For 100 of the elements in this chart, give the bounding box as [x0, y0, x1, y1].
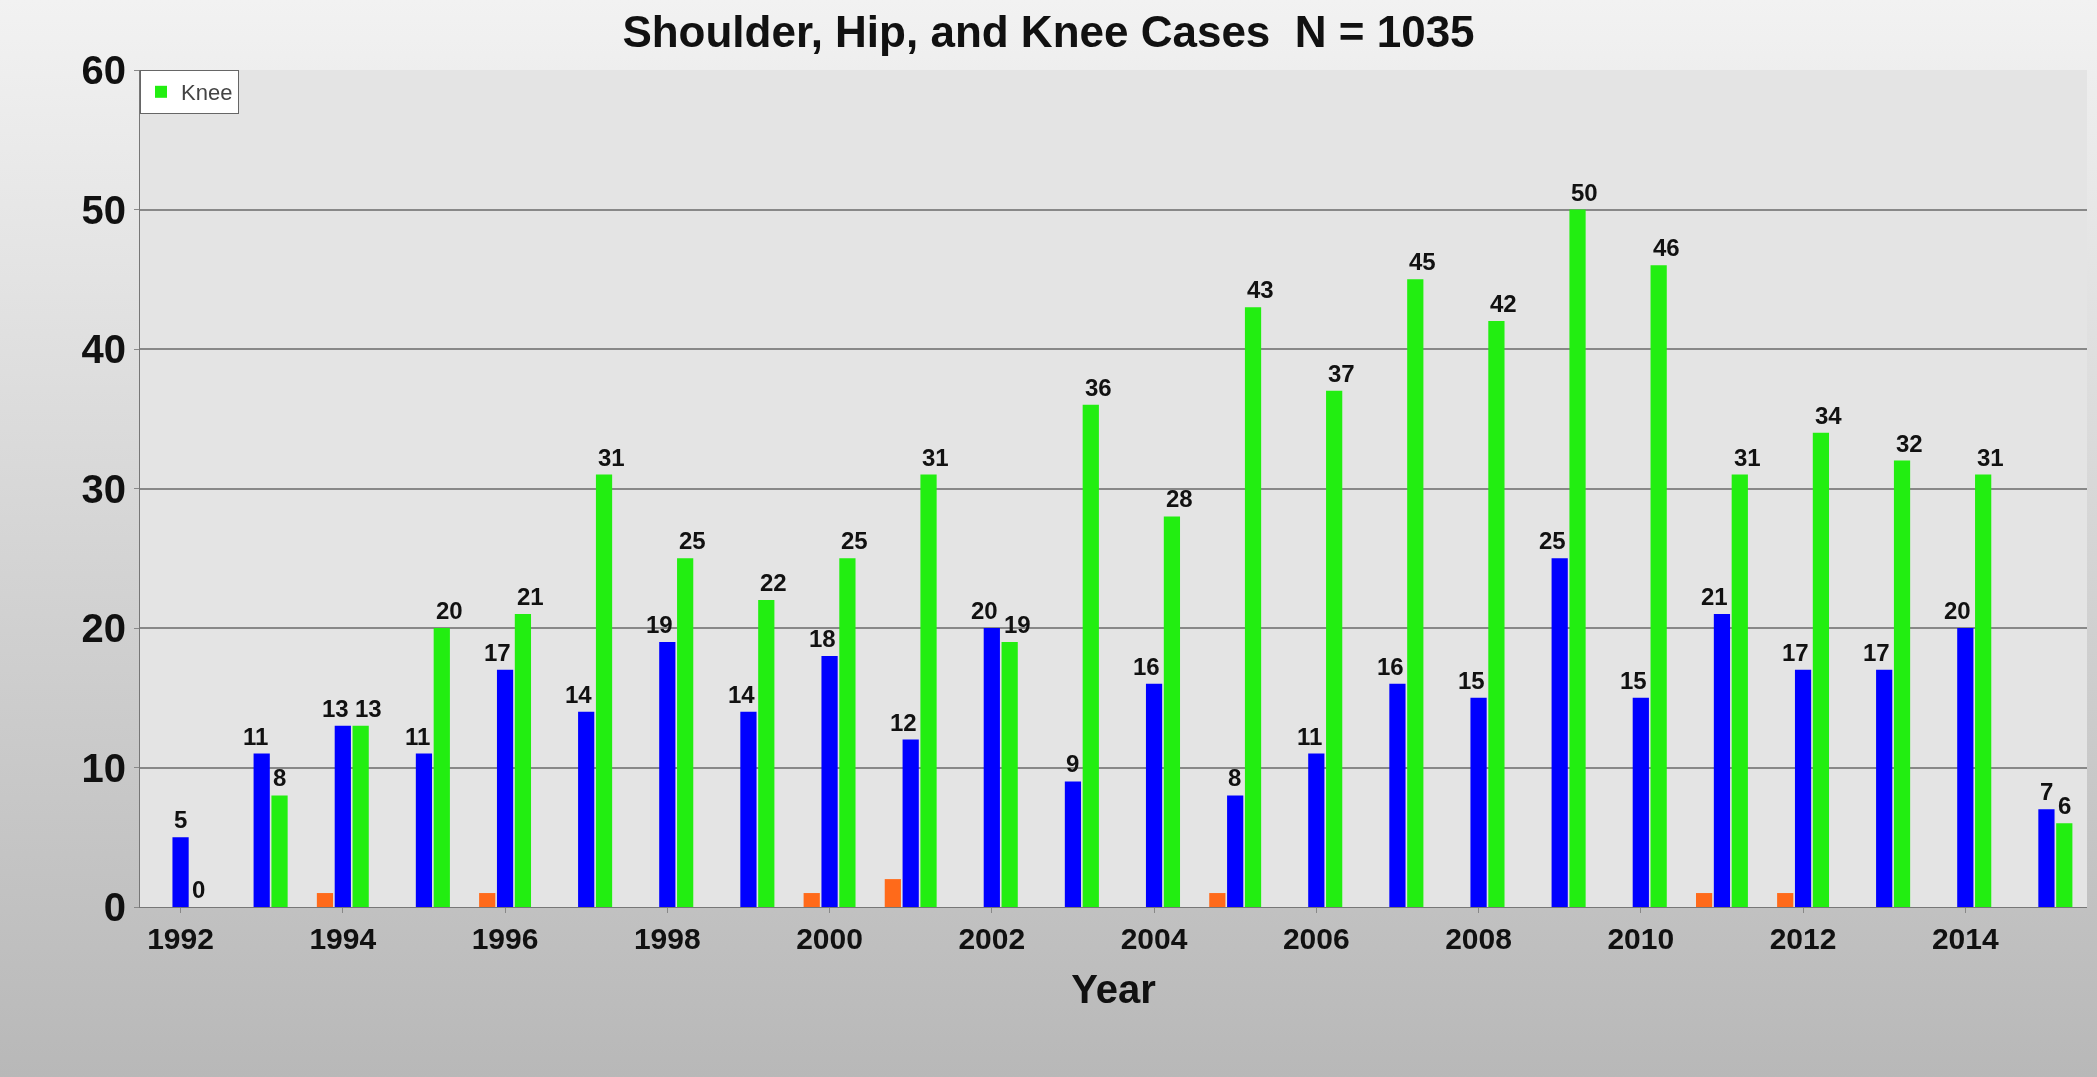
- bar: [920, 474, 937, 907]
- bar: [479, 893, 496, 907]
- bar: [1713, 614, 1731, 907]
- x-tick-label: 1996: [471, 922, 539, 955]
- y-tick-label: 60: [81, 48, 126, 92]
- bar: [1145, 683, 1163, 907]
- y-tick-label: 50: [81, 187, 126, 232]
- y-tick-label: 0: [103, 885, 126, 929]
- bar: [1082, 404, 1099, 907]
- data-label: 31: [922, 444, 949, 471]
- data-label: 11: [243, 723, 269, 750]
- bar: [433, 628, 450, 907]
- bar: [1244, 307, 1262, 907]
- bar: [578, 711, 595, 907]
- bar: [1488, 321, 1505, 907]
- x-tick-label: 2010: [1607, 922, 1675, 955]
- bar: [1650, 265, 1667, 907]
- bar: [2038, 809, 2055, 907]
- x-axis-title: Year: [1071, 966, 1156, 1011]
- bar: [172, 837, 189, 907]
- bar: [514, 614, 532, 907]
- bar: [334, 725, 351, 907]
- y-tick-label: 30: [81, 466, 126, 511]
- data-label: 0: [192, 876, 206, 903]
- bar: [1777, 893, 1794, 907]
- x-tick-label: 2014: [1931, 922, 1999, 955]
- data-label: 12: [890, 709, 917, 736]
- data-label: 20: [1944, 597, 1971, 624]
- bar: [1227, 795, 1244, 907]
- bar: [902, 739, 919, 907]
- data-label: 7: [2040, 778, 2054, 805]
- bar: [1470, 697, 1487, 907]
- bar: [884, 879, 901, 907]
- y-tick-label: 40: [81, 327, 126, 371]
- bar: [1731, 474, 1748, 907]
- data-label: 6: [2058, 792, 2072, 819]
- bar: [1308, 753, 1325, 907]
- data-label: 17: [484, 639, 511, 666]
- data-label: 5: [174, 806, 188, 833]
- data-label: 9: [1066, 750, 1080, 777]
- data-label: 18: [809, 625, 836, 652]
- bar: [595, 474, 613, 907]
- x-tick-label: 1992: [147, 922, 214, 955]
- bar: [659, 641, 676, 907]
- bar: [1064, 781, 1082, 907]
- bar: [1893, 460, 1911, 907]
- bar: [415, 753, 433, 907]
- data-label: 25: [841, 527, 868, 554]
- legend-label: Knee: [181, 80, 233, 106]
- x-tick-label: 1998: [633, 922, 701, 955]
- x-tick-label: 2002: [958, 922, 1026, 955]
- bar: [496, 669, 514, 907]
- data-label: 19: [646, 611, 673, 638]
- data-label: 20: [436, 597, 463, 624]
- data-label: 19: [1004, 611, 1031, 638]
- x-tick-label: 2004: [1120, 922, 1188, 955]
- bar: [1812, 432, 1830, 907]
- data-label: 43: [1247, 276, 1274, 303]
- bar: [839, 558, 856, 907]
- bar: [1326, 390, 1343, 907]
- data-label: 17: [1863, 639, 1890, 666]
- data-label: 32: [1896, 430, 1923, 457]
- data-label: 25: [679, 527, 706, 554]
- bar: [983, 628, 1000, 907]
- chart-title: Shoulder, Hip, and Knee Cases N = 1035: [622, 6, 1475, 56]
- data-label: 46: [1653, 234, 1680, 261]
- bar: [1975, 474, 1992, 907]
- data-label: 37: [1328, 360, 1355, 387]
- data-label: 15: [1458, 667, 1485, 694]
- data-label: 11: [1297, 723, 1323, 750]
- bar: [1876, 669, 1893, 907]
- bar: [758, 600, 775, 907]
- data-label: 11: [405, 723, 431, 750]
- data-label: 8: [1228, 764, 1242, 791]
- data-label: 25: [1539, 527, 1566, 554]
- bar: [2056, 823, 2073, 907]
- bar: [271, 795, 288, 907]
- data-label: 16: [1377, 653, 1404, 680]
- data-label: 31: [598, 444, 625, 471]
- data-label: 14: [565, 681, 593, 708]
- bar: [740, 711, 757, 907]
- x-tick-label: 2006: [1282, 922, 1350, 955]
- data-label: 31: [1977, 444, 2004, 471]
- data-label: 16: [1133, 653, 1160, 680]
- data-label: 14: [728, 681, 756, 708]
- bar: [1695, 893, 1713, 907]
- data-label: 45: [1409, 248, 1436, 275]
- y-tick-label: 10: [81, 745, 126, 790]
- data-label: 13: [322, 695, 349, 722]
- bar: [1407, 279, 1424, 907]
- data-label: 15: [1620, 667, 1647, 694]
- bar: [352, 725, 369, 907]
- bar: [1209, 893, 1226, 907]
- bar: [1569, 209, 1586, 907]
- bar: [677, 558, 694, 907]
- data-label: 34: [1815, 402, 1843, 429]
- x-tick-label: 1994: [309, 922, 377, 955]
- data-label: 31: [1734, 444, 1761, 471]
- bar: [1551, 558, 1568, 907]
- data-label: 36: [1085, 374, 1112, 401]
